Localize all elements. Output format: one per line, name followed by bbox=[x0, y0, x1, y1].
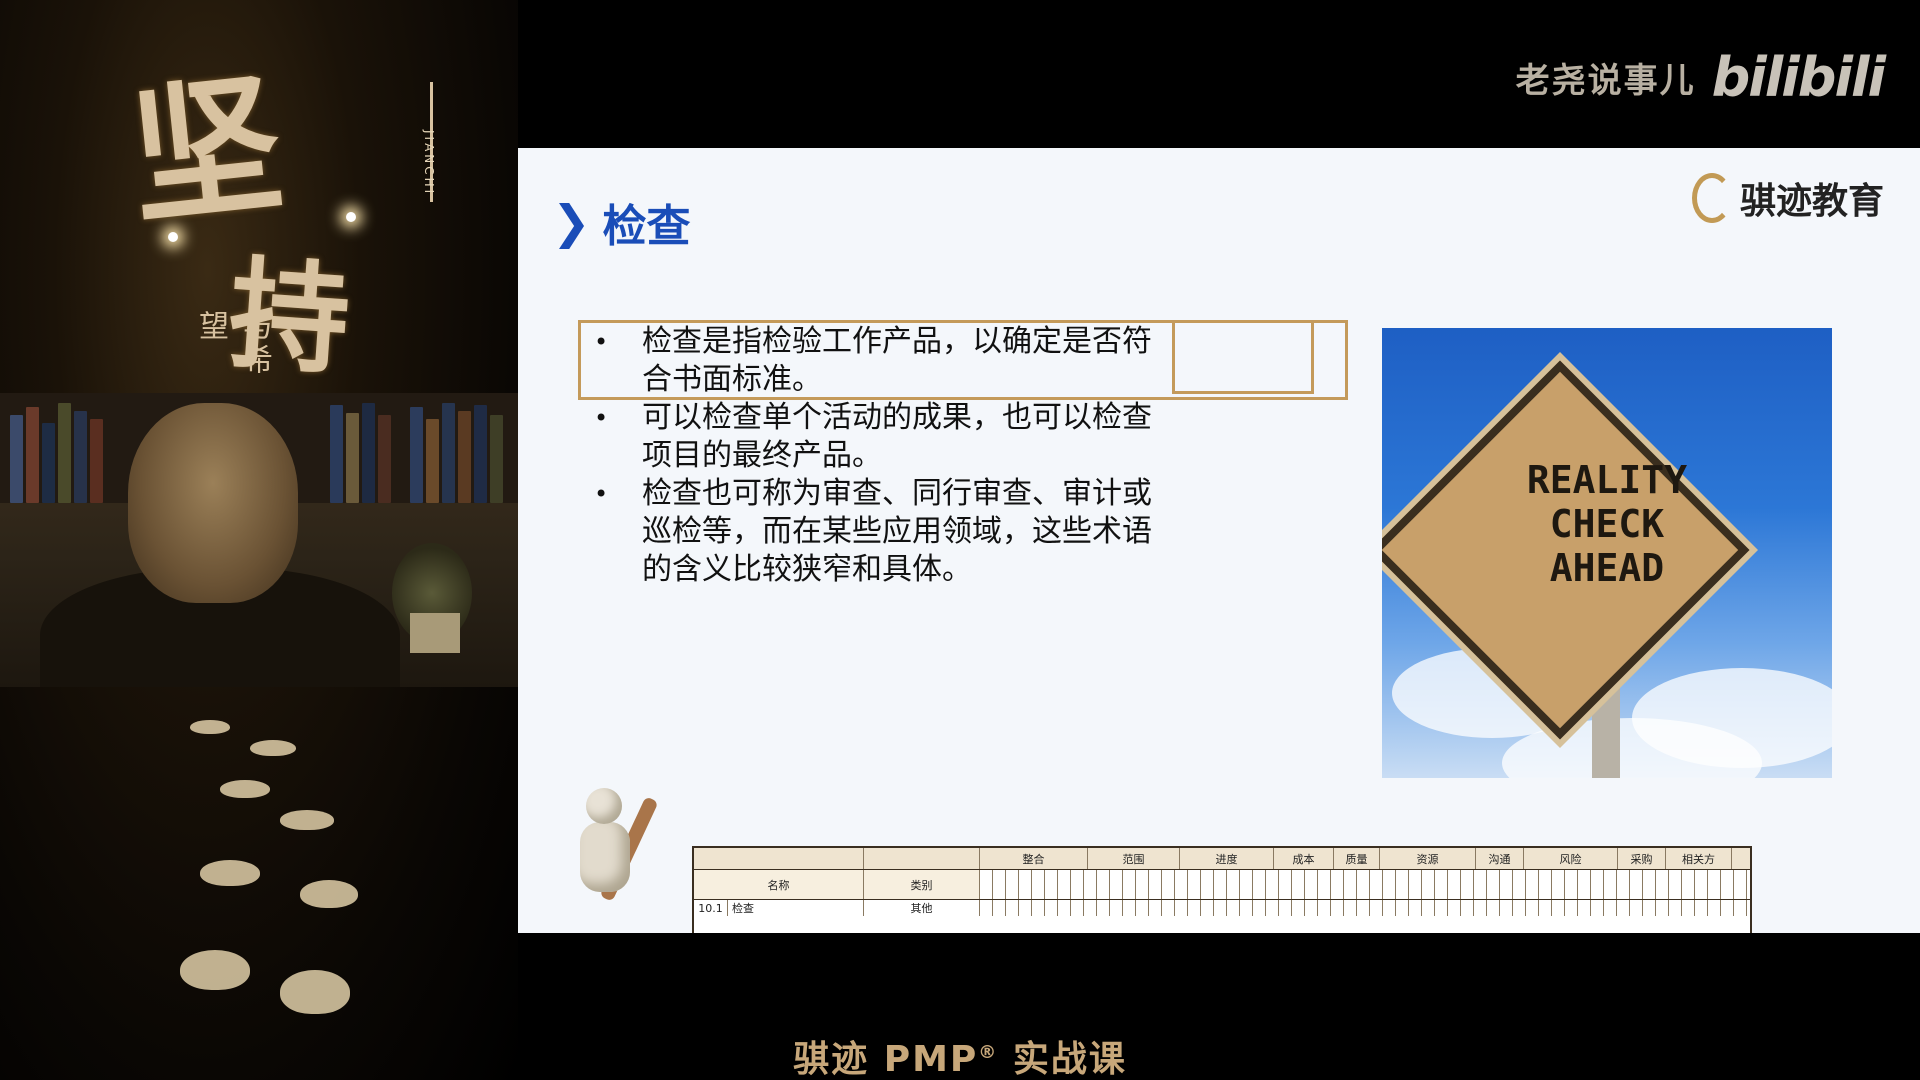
channel-watermark: 老尧说事儿 bilibili bbox=[1515, 46, 1886, 109]
chevron-right-icon: ❯ bbox=[552, 195, 591, 249]
webcam-feed bbox=[0, 393, 518, 687]
highlight-box bbox=[578, 320, 1348, 400]
caption-suffix: 实战课 bbox=[998, 1039, 1127, 1080]
poster-divider bbox=[430, 82, 433, 202]
matrix-group-header: 资源 bbox=[1380, 848, 1476, 869]
matrix-group-header: 进度 bbox=[1180, 848, 1274, 869]
brand-logo: 骐迹教育 bbox=[1691, 172, 1884, 224]
bullet-list: 检查是指检验工作产品，以确定是否符合书面标准。 可以检查单个活动的成果，也可以检… bbox=[580, 323, 1170, 589]
presenter-head bbox=[128, 403, 298, 603]
matrix-process-codes bbox=[980, 870, 1750, 899]
sign-text: REALITY CHECK AHEAD bbox=[1382, 458, 1832, 590]
sign-line: CHECK bbox=[1549, 502, 1665, 546]
matrix-subheader-row: 名称 类别 bbox=[694, 870, 1750, 900]
slide-title: 检查 bbox=[602, 201, 691, 252]
plant-pot bbox=[410, 613, 460, 653]
channel-name: 老尧说事儿 bbox=[1515, 61, 1696, 101]
course-caption: 骐迹 PMP® 实战课 bbox=[0, 1030, 1920, 1080]
bullet-item: 可以检查单个活动的成果，也可以检查项目的最终产品。 bbox=[580, 399, 1170, 475]
slide-heading: ❯ 检查 bbox=[552, 190, 691, 254]
wrench-mascot-icon bbox=[558, 788, 678, 928]
presentation-slide: ❯ 检查 骐迹教育 检查是指检验工作产品，以确定是否符合书面标准。 可以检查单个… bbox=[518, 148, 1920, 933]
matrix-row-name: 检查 bbox=[728, 900, 864, 916]
matrix-header-row: 整合 范围 进度 成本 质量 资源 沟通 风险 采购 相关方 bbox=[694, 848, 1750, 870]
footprints-decoration bbox=[160, 720, 380, 1040]
matrix-group-header: 整合 bbox=[980, 848, 1088, 869]
matrix-column-name: 名称 bbox=[694, 870, 864, 899]
registered-mark: ® bbox=[978, 1042, 999, 1063]
caption-prefix: 骐迹 PMP bbox=[793, 1039, 979, 1080]
matrix-group-header: 采购 bbox=[1618, 848, 1666, 869]
table-row: 10.1 检查 其他 bbox=[694, 900, 1750, 916]
matrix-group-header: 范围 bbox=[1088, 848, 1180, 869]
matrix-row-id: 10.1 bbox=[694, 900, 728, 916]
poster-subtitle: 与希望 bbox=[193, 310, 272, 378]
matrix-group-header: 相关方 bbox=[1666, 848, 1732, 869]
poster-title: 坚 持 与希望 JIANCHI bbox=[120, 30, 436, 392]
highlight-box-inner bbox=[1172, 320, 1314, 394]
sparkle-icon bbox=[168, 232, 178, 242]
sign-line: AHEAD bbox=[1549, 546, 1665, 590]
reality-check-image: REALITY CHECK AHEAD bbox=[1382, 328, 1832, 778]
bullet-item: 检查也可称为审查、同行审查、审计或巡检等，而在某些应用领域，这些术语的含义比较狭… bbox=[580, 475, 1170, 589]
matrix-group-header: 沟通 bbox=[1476, 848, 1524, 869]
matrix-row-category: 其他 bbox=[864, 900, 980, 916]
brand-mark-icon bbox=[1691, 173, 1732, 223]
poster-pinyin: JIANCHI bbox=[422, 130, 436, 197]
matrix-column-category: 类别 bbox=[864, 870, 980, 899]
matrix-row-cells bbox=[980, 900, 1750, 916]
brand-name: 骐迹教育 bbox=[1739, 181, 1884, 222]
matrix-group-header: 成本 bbox=[1274, 848, 1334, 869]
sign-line: REALITY bbox=[1526, 458, 1688, 502]
sparkle-icon bbox=[346, 212, 356, 222]
process-matrix-table: 整合 范围 进度 成本 质量 资源 沟通 风险 采购 相关方 名称 类别 10.… bbox=[692, 846, 1752, 933]
matrix-group-header: 质量 bbox=[1334, 848, 1380, 869]
matrix-group-header: 风险 bbox=[1524, 848, 1618, 869]
bilibili-logo: bilibili bbox=[1711, 46, 1886, 109]
bullet-item: 检查是指检验工作产品，以确定是否符合书面标准。 bbox=[580, 323, 1170, 399]
